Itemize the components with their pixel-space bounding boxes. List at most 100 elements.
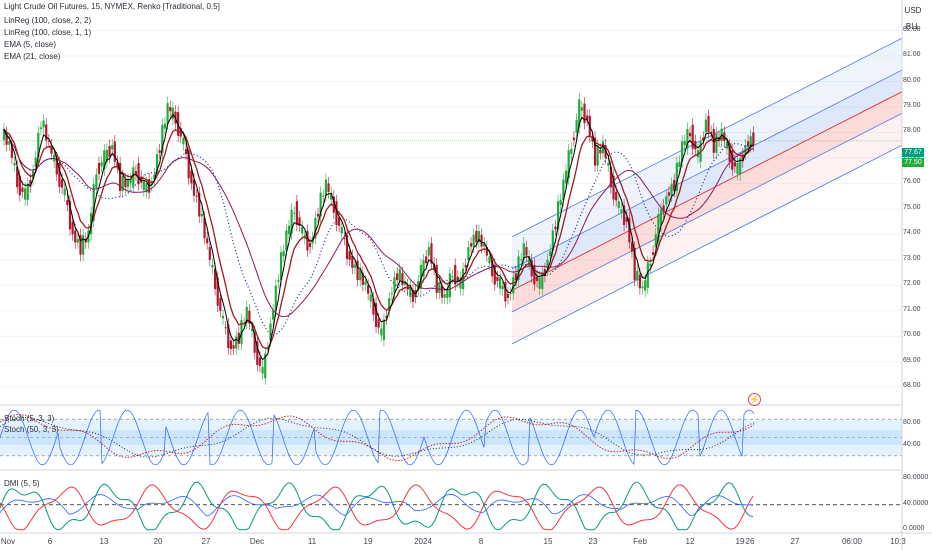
- brick-body: [322, 195, 325, 197]
- brick-body: [480, 234, 483, 247]
- brick-body: [95, 174, 98, 189]
- brick-body: [448, 273, 452, 298]
- time-tick: 27: [201, 537, 211, 546]
- brick-body: [153, 174, 156, 180]
- brick-body: [438, 281, 441, 293]
- brick-body: [681, 141, 684, 162]
- brick-body: [725, 141, 729, 149]
- currency-button[interactable]: USD: [904, 6, 922, 15]
- channel-center-line: [511, 91, 903, 291]
- brick-body: [659, 209, 663, 226]
- price-tick: 75.00: [903, 203, 921, 211]
- brick-body: [121, 175, 124, 192]
- price-tick: 81.00: [903, 51, 921, 59]
- brick-body: [42, 120, 45, 128]
- brick-body: [145, 182, 148, 193]
- brick-body: [675, 163, 678, 192]
- brick-body: [665, 196, 668, 205]
- brick-body: [654, 234, 657, 248]
- brick-body: [557, 201, 560, 230]
- unit-button[interactable]: BLL: [905, 22, 921, 31]
- brick-body: [430, 243, 433, 264]
- brick-body: [24, 188, 27, 200]
- brick-body: [10, 145, 14, 158]
- brick-body: [609, 166, 612, 188]
- brick-body: [456, 276, 459, 282]
- brick-body: [26, 183, 29, 200]
- flash-icon[interactable]: ⚡: [748, 393, 761, 406]
- brick-body: [301, 226, 304, 234]
- price-tick: 73.00: [903, 254, 921, 262]
- brick-body: [641, 286, 644, 289]
- brick-body: [142, 180, 145, 191]
- brick-body: [467, 247, 470, 260]
- brick-body: [638, 274, 642, 289]
- channel-line: [511, 144, 903, 345]
- brick-body: [269, 323, 272, 341]
- brick-body: [290, 209, 293, 234]
- brick-body: [282, 250, 285, 256]
- brick-body: [520, 259, 523, 261]
- brick-body: [393, 277, 396, 294]
- brick-body: [493, 264, 496, 285]
- brick-body: [171, 107, 174, 119]
- brick-body: [440, 285, 444, 298]
- brick-body: [134, 171, 138, 175]
- brick-body: [578, 99, 581, 128]
- time-tick: 06:00: [841, 537, 863, 546]
- brick-body: [749, 136, 752, 147]
- brick-body: [105, 149, 109, 162]
- brick-body: [633, 247, 636, 281]
- brick-body: [316, 213, 320, 217]
- brick-body: [546, 259, 549, 269]
- brick-body: [728, 145, 731, 162]
- symbol-title[interactable]: Light Crude Oil Futures, 15, NYMEX, Renk…: [4, 2, 220, 11]
- legend-stoch-slow[interactable]: Stoch (50, 3, 3): [4, 425, 59, 434]
- brick-body: [543, 269, 547, 276]
- brick-body: [512, 277, 515, 294]
- brick-body: [744, 145, 747, 154]
- brick-body: [657, 213, 660, 242]
- brick-body: [29, 180, 32, 187]
- brick-body: [622, 205, 626, 225]
- legend-ema-21[interactable]: EMA (21, close): [4, 52, 61, 61]
- brick-body: [388, 298, 391, 311]
- brick-body: [570, 149, 573, 155]
- legend-linreg-1[interactable]: LinReg (100, close, 1, 1): [4, 28, 92, 37]
- brick-body: [16, 166, 19, 188]
- brick-body: [8, 141, 11, 145]
- brick-body: [206, 238, 209, 244]
- channel-upper-inner: [512, 70, 902, 291]
- price-tick: 68.00: [903, 382, 921, 390]
- brick-body: [662, 205, 665, 213]
- brick-body: [535, 276, 539, 282]
- brick-body: [21, 187, 24, 192]
- brick-body: [116, 161, 119, 167]
- brick-body: [58, 163, 61, 187]
- brick-body: [353, 264, 357, 268]
- brick-body: [232, 345, 235, 349]
- legend-stoch-fast[interactable]: Stoch (5, 3, 3): [4, 414, 55, 423]
- brick-body: [551, 230, 554, 251]
- brick-body: [372, 298, 375, 315]
- legend-dmi[interactable]: DMI (5, 5): [4, 479, 40, 488]
- brick-body: [504, 281, 507, 302]
- brick-body: [469, 243, 473, 247]
- brick-body: [607, 163, 610, 166]
- time-tick: 26: [745, 537, 755, 546]
- channel-line: [511, 112, 903, 313]
- brick-body: [422, 260, 425, 277]
- brick-body: [50, 145, 53, 154]
- brick-body: [34, 157, 37, 167]
- legend-ema-5[interactable]: EMA (5, close): [4, 40, 57, 49]
- brick-body: [374, 303, 378, 327]
- close-price-tag: 77.50: [902, 158, 924, 167]
- brick-body: [327, 183, 330, 192]
- stoch-fast-line: [0, 409, 755, 466]
- brick-body: [198, 192, 201, 217]
- channel-line: [511, 69, 903, 270]
- brick-body: [237, 332, 240, 344]
- brick-body: [92, 184, 95, 221]
- legend-linreg-2[interactable]: LinReg (100, close, 2, 2): [4, 16, 92, 25]
